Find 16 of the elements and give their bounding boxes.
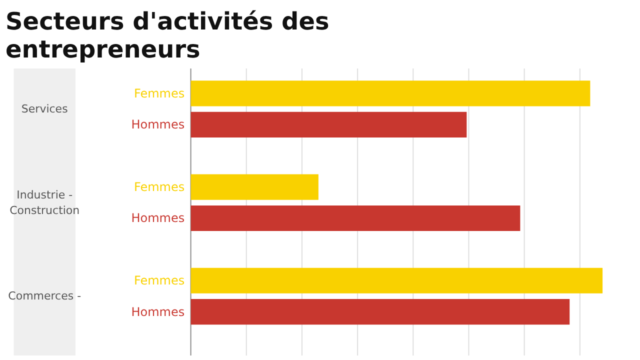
bar (190, 112, 467, 138)
text: Femmes (134, 274, 185, 288)
series-label: Hommes (131, 118, 185, 132)
bar (190, 268, 603, 294)
y-tick-label: Industrie - Construction (10, 188, 80, 217)
y-tick-label: Services (21, 102, 68, 116)
series-label: Femmes (134, 86, 185, 100)
bar (190, 299, 570, 325)
chart-title: Secteurs d'activités des entrepreneurs (6, 8, 330, 64)
text: Femmes (134, 180, 185, 194)
bar (190, 205, 520, 232)
y-tick-label: Commerces - (8, 290, 82, 303)
bar (190, 80, 590, 106)
text: Hommes (131, 304, 185, 319)
text: Hommes (131, 211, 185, 226)
bar (190, 174, 318, 200)
